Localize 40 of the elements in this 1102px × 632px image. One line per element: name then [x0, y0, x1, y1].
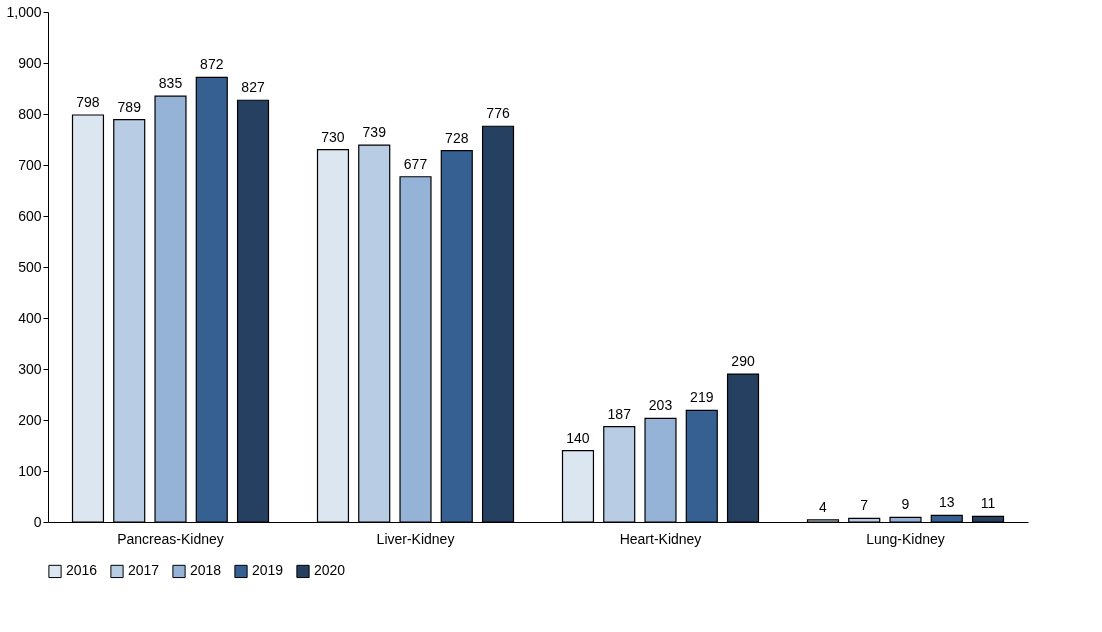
- y-tick-label: 800: [18, 105, 42, 122]
- y-tick-label: 900: [18, 54, 42, 71]
- y-tick-label: 700: [18, 156, 42, 173]
- y-tick-label: 100: [18, 462, 42, 479]
- data-label: 9: [901, 496, 910, 513]
- data-label: 728: [445, 129, 469, 146]
- y-tick-label: 600: [18, 207, 42, 224]
- legend-label: 2018: [190, 562, 222, 579]
- legend-label: 2017: [128, 562, 160, 579]
- y-tick-label: 1,000: [6, 3, 42, 20]
- data-label: 835: [158, 75, 183, 92]
- data-label: 7: [860, 497, 869, 514]
- data-label: 798: [76, 94, 100, 111]
- x-tick-label: Pancreas-Kidney: [117, 530, 224, 547]
- y-tick-label: 500: [18, 258, 42, 275]
- x-tick-label: Liver-Kidney: [376, 530, 455, 547]
- data-label: 789: [117, 98, 142, 115]
- legend-label: 2016: [66, 562, 98, 579]
- data-label: 11: [980, 495, 996, 512]
- data-label: 827: [241, 79, 265, 96]
- data-label: 730: [321, 128, 345, 145]
- data-label: 219: [690, 389, 714, 406]
- data-label: 739: [362, 124, 387, 141]
- data-label: 13: [938, 494, 955, 511]
- x-tick-label: Lung-Kidney: [866, 530, 945, 547]
- y-tick-label: 0: [33, 513, 42, 530]
- data-label: 203: [648, 397, 673, 414]
- y-tick-label: 300: [18, 360, 42, 377]
- data-label: 776: [486, 105, 510, 122]
- y-tick-label: 200: [18, 411, 42, 428]
- data-label: 290: [731, 353, 755, 370]
- data-label: 677: [403, 155, 428, 172]
- data-label: 140: [566, 429, 590, 446]
- data-label: 4: [819, 498, 828, 515]
- x-tick-label: Heart-Kidney: [619, 530, 702, 547]
- data-label: 872: [200, 56, 224, 73]
- legend-label: 2019: [252, 562, 284, 579]
- legend-label: 2020: [314, 562, 346, 579]
- y-tick-label: 400: [18, 309, 42, 326]
- data-label: 187: [607, 405, 632, 422]
